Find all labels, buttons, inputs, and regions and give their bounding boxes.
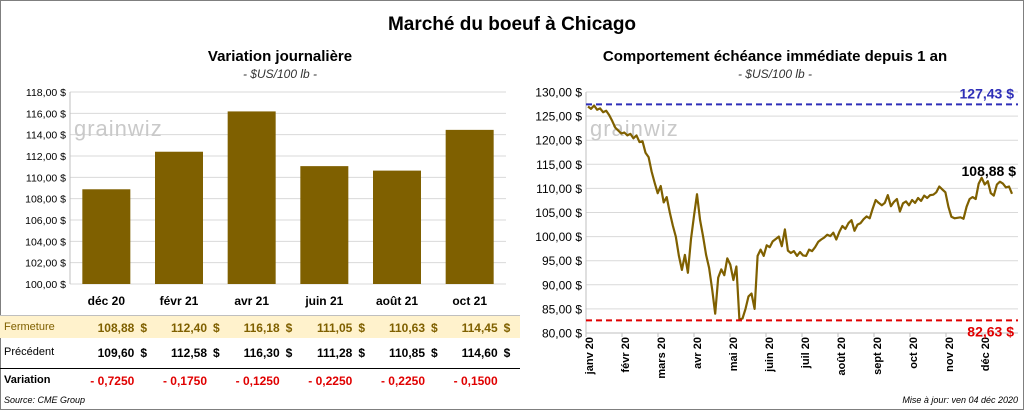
bar-y-tick-label: 114,00 $ [26,130,66,142]
fermeture-currency: $ [285,321,293,335]
line-y-tick-label: 80,00 $ [542,327,582,341]
bar-y-tick-label: 102,00 $ [25,258,66,270]
line-x-tick-label: janv 20 [584,337,596,375]
precedent-currency: $ [431,346,438,360]
precedent-currency: $ [213,346,220,360]
line-y-tick-label: 90,00 $ [542,278,582,292]
variation-value: - 0,1250 [235,374,280,388]
line-x-tick-label: août 20 [836,337,848,376]
precedent-value: 109,60 [97,346,135,360]
line-y-tick-label: 95,00 $ [542,254,582,268]
bar-y-tick-label: 106,00 $ [25,215,66,227]
precedent-value: 114,60 [461,346,498,360]
bar [373,170,421,284]
precedent-value: 111,28 [316,346,353,360]
fermeture-currency: $ [431,321,438,335]
bar-y-tick-label: 116,00 $ [26,108,66,120]
variation-label: Variation [4,374,51,386]
bar-x-tick-label: août 21 [376,294,418,308]
bar-y-tick-label: 112,00 $ [26,151,66,163]
precedent-row: Précédent 109,60 $112,58 $116,30 $111,28 $11… [0,341,520,364]
line-x-tick-label: oct 20 [908,337,920,369]
bar-y-tick-label: 100,00 $ [25,279,66,291]
fermeture-value: 111,05 [316,321,353,335]
fermeture-currency: $ [140,321,148,335]
line-y-tick-label: 105,00 $ [535,206,582,220]
line-x-tick-label: juin 20 [764,337,776,373]
line-y-tick-label: 120,00 $ [535,134,582,148]
bar-x-tick-label: avr 21 [234,294,269,308]
line-x-tick-label: déc 20 [980,337,992,371]
bar-x-tick-label: juin 21 [304,294,343,308]
line-x-tick-label: mars 20 [656,337,668,379]
line-y-tick-label: 115,00 $ [536,158,582,172]
precedent-value: 116,30 [243,346,280,360]
variation-value: - 0,2250 [380,374,425,388]
bar-x-tick-label: déc 20 [88,294,126,308]
fermeture-value: 114,45 [461,321,498,335]
fermeture-value: 116,18 [243,321,280,335]
precedent-currency: $ [285,346,293,360]
fermeture-currency: $ [503,321,511,335]
bar-y-tick-label: 110,00 $ [26,172,66,184]
precedent-label: Précédent [4,346,55,358]
price-series-line [587,104,1014,321]
right-chart-title: Comportement échéance immédiate depuis 1… [602,48,948,65]
line-x-tick-label: avr 20 [692,337,704,369]
line-y-tick-label: 130,00 $ [535,86,582,100]
high-label: 127,43 $ [960,85,1015,101]
bar-x-tick-label: févr 21 [160,294,199,308]
line-chart: 80,00 $ 85,00 $ 90,00 $ 95,00 $ 100,00 $ 105,… [535,85,1018,379]
fermeture-currency: $ [358,321,366,335]
precedent-currency: $ [358,346,366,360]
line-x-tick-label: mai 20 [728,337,740,371]
bar [82,189,131,284]
fermeture-label: Fermeture [4,321,55,333]
fermeture-value: 108,88 [97,321,135,335]
bar-chart: 100,00 $ 102,00 $ 104,00 $ 106,00 $ 108,00 $… [25,87,506,308]
line-y-tick-label: 110,00 $ [536,182,582,196]
precedent-currency: $ [140,346,148,360]
line-x-tick-label: févr 20 [620,337,632,372]
fermeture-value: 110,63 [388,321,425,335]
bar [155,151,203,284]
precedent-value: 112,58 [170,346,207,360]
line-x-tick-label: sept 20 [872,337,884,375]
left-chart-unit: - $US/100 lb - [242,67,318,81]
line-y-tick-label: 125,00 $ [535,110,582,124]
right-chart-unit: - $US/100 lb - [737,67,813,81]
bar-x-tick-label: oct 21 [452,294,487,308]
fermeture-row: Fermeture 108,88 $112,40 $116,18 $111,05 $11… [0,315,520,338]
variation-value: - 0,1750 [162,374,207,388]
line-y-tick-label: 85,00 $ [542,302,582,316]
variation-value: - 0,7250 [90,374,135,388]
line-y-tick-label: 100,00 $ [535,230,582,244]
variation-value: - 0,1500 [453,374,498,388]
update-note: Mise à jour: ven 04 déc 2020 [902,395,1018,405]
fermeture-currency: $ [213,321,220,335]
bar-y-tick-label: 118,00 $ [26,87,66,99]
main-title: Marché du boeuf à Chicago [387,14,637,35]
line-x-tick-label: juil 20 [800,337,812,369]
left-chart-title: Variation journalière [207,48,353,65]
variation-value: - 0,2250 [308,374,353,388]
low-label: 82,63 $ [967,323,1014,339]
precedent-currency: $ [503,346,511,360]
bar [445,129,494,284]
bar-watermark: grainwiz [74,116,163,141]
bar [227,111,276,284]
last-value-label: 108,88 $ [962,163,1017,179]
line-x-tick-label: nov 20 [944,337,956,372]
variation-row: Variation - 0,7250 - 0,1750 - 0,1250 - 0,22… [0,368,520,391]
bar-y-tick-label: 104,00 $ [25,236,66,248]
fermeture-value: 112,40 [170,321,207,335]
bar-y-tick-label: 108,00 $ [25,194,66,206]
bar [300,166,349,284]
precedent-value: 110,85 [388,346,425,360]
source-note: Source: CME Group [4,395,86,405]
